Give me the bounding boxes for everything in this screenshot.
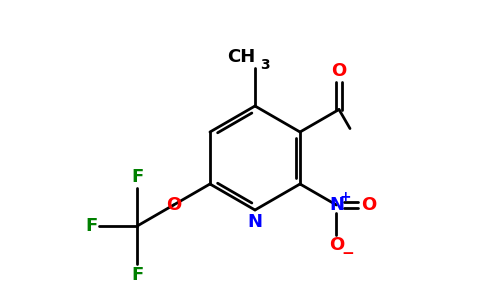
Text: 3: 3	[260, 58, 270, 72]
Text: N: N	[329, 196, 344, 214]
Text: N: N	[247, 213, 262, 231]
Text: O: O	[329, 236, 344, 254]
Text: O: O	[166, 196, 181, 214]
Text: F: F	[131, 266, 143, 284]
Text: O: O	[332, 62, 347, 80]
Text: F: F	[85, 217, 97, 235]
Text: +: +	[340, 190, 351, 204]
Text: F: F	[131, 168, 143, 186]
Text: O: O	[361, 196, 376, 214]
Text: CH: CH	[227, 48, 255, 66]
Text: −: −	[341, 245, 354, 260]
